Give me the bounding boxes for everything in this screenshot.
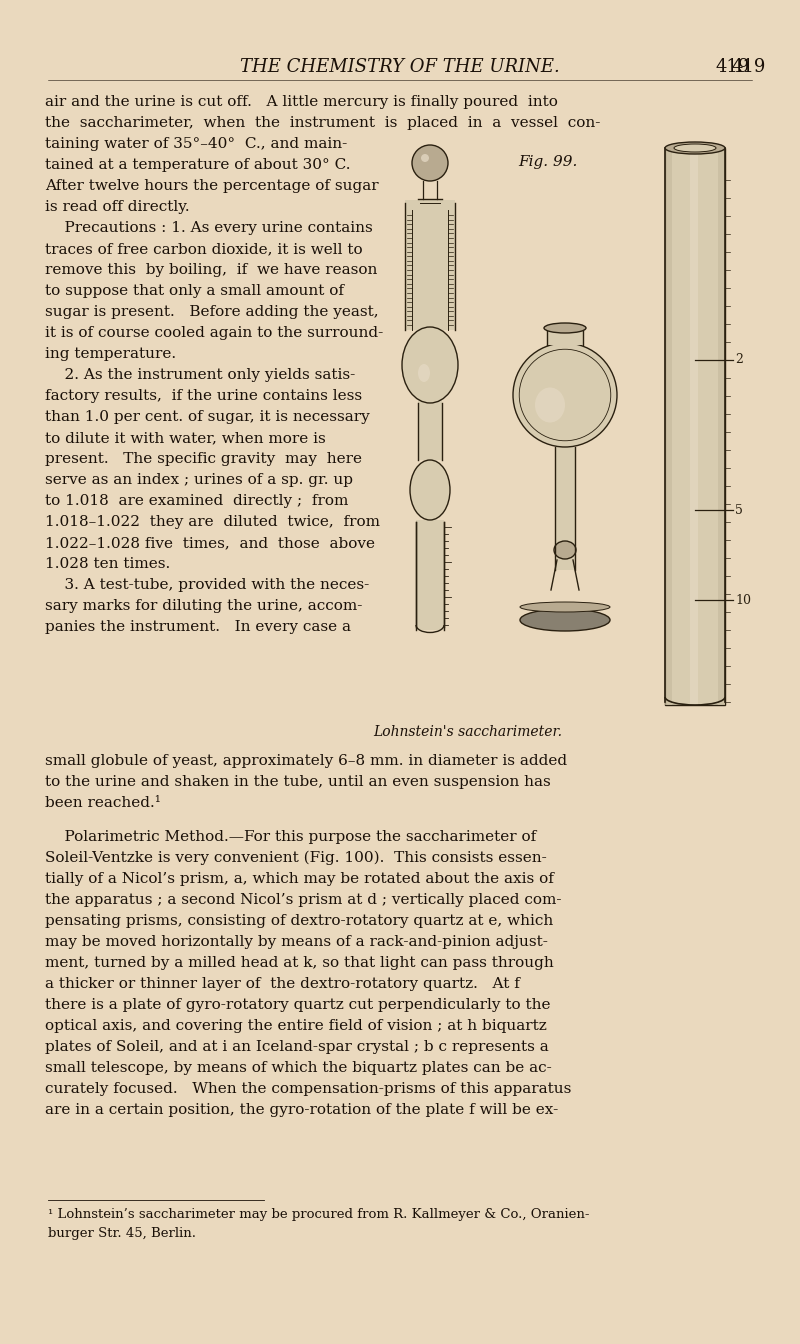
- Bar: [555, 448, 575, 570]
- Text: there is a plate of gyro-rotatory quartz cut perpendicularly to the: there is a plate of gyro-rotatory quartz…: [45, 997, 550, 1012]
- Bar: [665, 148, 672, 706]
- Text: remove this  by boiling,  if  we have reason: remove this by boiling, if we have reaso…: [45, 263, 378, 277]
- Text: the  saccharimeter,  when  the  instrument  is  placed  in  a  vessel  con-: the saccharimeter, when the instrument i…: [45, 116, 600, 130]
- Bar: [690, 148, 698, 706]
- Text: After twelve hours the percentage of sugar: After twelve hours the percentage of sug…: [45, 179, 378, 194]
- Text: than 1.0 per cent. of sugar, it is necessary: than 1.0 per cent. of sugar, it is neces…: [45, 410, 370, 423]
- Text: tially of a Nicol’s prism, a, which may be rotated about the axis of: tially of a Nicol’s prism, a, which may …: [45, 872, 554, 886]
- Text: present.   The specific gravity  may  here: present. The specific gravity may here: [45, 452, 362, 466]
- Text: 419: 419: [731, 58, 766, 77]
- Text: air and the urine is cut off.   A little mercury is finally poured  into: air and the urine is cut off. A little m…: [45, 95, 558, 109]
- Text: may be moved horizontally by means of a rack-and-pinion adjust-: may be moved horizontally by means of a …: [45, 934, 548, 949]
- Text: ¹ Lohnstein’s saccharimeter may be procured from R. Kallmeyer & Co., Oranien-: ¹ Lohnstein’s saccharimeter may be procu…: [48, 1208, 590, 1220]
- Text: plates of Soleil, and at i an Iceland-spar crystal ; b c represents a: plates of Soleil, and at i an Iceland-sp…: [45, 1040, 549, 1054]
- Ellipse shape: [421, 155, 429, 163]
- Ellipse shape: [520, 609, 610, 630]
- Text: serve as an index ; urines of a sp. gr. up: serve as an index ; urines of a sp. gr. …: [45, 473, 353, 487]
- Text: 1.028 ten times.: 1.028 ten times.: [45, 556, 170, 571]
- Text: to dilute it with water, when more is: to dilute it with water, when more is: [45, 431, 326, 445]
- Text: 1.022–1.028 five  times,  and  those  above: 1.022–1.028 five times, and those above: [45, 536, 375, 550]
- Text: taining water of 35°–40°  C., and main-: taining water of 35°–40° C., and main-: [45, 137, 347, 151]
- Ellipse shape: [513, 343, 617, 448]
- Ellipse shape: [410, 460, 450, 520]
- Bar: [405, 200, 455, 331]
- Text: burger Str. 45, Berlin.: burger Str. 45, Berlin.: [48, 1227, 196, 1239]
- Text: it is of course cooled again to the surround-: it is of course cooled again to the surr…: [45, 327, 383, 340]
- Text: Lohnstein's saccharimeter.: Lohnstein's saccharimeter.: [374, 724, 562, 739]
- Bar: [418, 401, 442, 460]
- Text: 419: 419: [715, 58, 750, 77]
- Text: 10: 10: [735, 594, 751, 606]
- Text: small globule of yeast, approximately 6–8 mm. in diameter is added: small globule of yeast, approximately 6–…: [45, 754, 567, 767]
- Text: ing temperature.: ing temperature.: [45, 347, 176, 362]
- Text: to suppose that only a small amount of: to suppose that only a small amount of: [45, 284, 344, 298]
- Text: been reached.¹: been reached.¹: [45, 796, 161, 810]
- Text: small telescope, by means of which the biquartz plates can be ac-: small telescope, by means of which the b…: [45, 1060, 552, 1075]
- Text: Precautions : 1. As every urine contains: Precautions : 1. As every urine contains: [45, 220, 373, 235]
- Ellipse shape: [520, 602, 610, 612]
- Text: tained at a temperature of about 30° C.: tained at a temperature of about 30° C.: [45, 159, 350, 172]
- Text: are in a certain position, the gyro-rotation of the plate f will be ex-: are in a certain position, the gyro-rota…: [45, 1102, 558, 1117]
- Text: a thicker or thinner layer of  the dextro-rotatory quartz.   At f: a thicker or thinner layer of the dextro…: [45, 977, 520, 991]
- Text: the apparatus ; a second Nicol’s prism at d ; vertically placed com-: the apparatus ; a second Nicol’s prism a…: [45, 892, 562, 907]
- Text: is read off directly.: is read off directly.: [45, 200, 190, 214]
- Bar: [665, 148, 725, 706]
- Text: panies the instrument.   In every case a: panies the instrument. In every case a: [45, 620, 351, 634]
- Ellipse shape: [535, 387, 565, 422]
- Text: sary marks for diluting the urine, accom-: sary marks for diluting the urine, accom…: [45, 599, 362, 613]
- Text: factory results,  if the urine contains less: factory results, if the urine contains l…: [45, 388, 362, 403]
- Ellipse shape: [674, 144, 716, 152]
- Text: to the urine and shaken in the tube, until an even suspension has: to the urine and shaken in the tube, unt…: [45, 775, 550, 789]
- Text: Fig. 99.: Fig. 99.: [518, 155, 578, 169]
- Text: sugar is present.   Before adding the yeast,: sugar is present. Before adding the yeas…: [45, 305, 378, 319]
- Text: 2. As the instrument only yields satis-: 2. As the instrument only yields satis-: [45, 368, 355, 382]
- Bar: [547, 328, 583, 345]
- Bar: [416, 520, 444, 630]
- Text: ment, turned by a milled head at k, so that light can pass through: ment, turned by a milled head at k, so t…: [45, 956, 554, 969]
- Text: Soleil-Ventzke is very convenient (Fig. 100).  This consists essen-: Soleil-Ventzke is very convenient (Fig. …: [45, 851, 546, 866]
- Text: optical axis, and covering the entire field of vision ; at h biquartz: optical axis, and covering the entire fi…: [45, 1019, 546, 1032]
- Text: 5: 5: [735, 504, 743, 516]
- Bar: [718, 148, 725, 706]
- Text: curately focused.   When the compensation-prisms of this apparatus: curately focused. When the compensation-…: [45, 1082, 571, 1095]
- Text: THE CHEMISTRY OF THE URINE.: THE CHEMISTRY OF THE URINE.: [240, 58, 560, 77]
- Ellipse shape: [665, 142, 725, 155]
- Ellipse shape: [412, 145, 448, 181]
- Ellipse shape: [554, 542, 576, 559]
- Text: 2: 2: [735, 353, 743, 367]
- Text: pensating prisms, consisting of dextro-rotatory quartz at e, which: pensating prisms, consisting of dextro-r…: [45, 914, 554, 927]
- Text: 3. A test-tube, provided with the neces-: 3. A test-tube, provided with the neces-: [45, 578, 370, 591]
- Text: Polarimetric Method.—For this purpose the saccharimeter of: Polarimetric Method.—For this purpose th…: [45, 829, 536, 844]
- Ellipse shape: [418, 364, 430, 382]
- Text: traces of free carbon dioxide, it is well to: traces of free carbon dioxide, it is wel…: [45, 242, 362, 255]
- Ellipse shape: [402, 327, 458, 403]
- Ellipse shape: [544, 323, 586, 333]
- Text: 1.018–1.022  they are  diluted  twice,  from: 1.018–1.022 they are diluted twice, from: [45, 515, 380, 530]
- Text: to 1.018  are examined  directly ;  from: to 1.018 are examined directly ; from: [45, 495, 348, 508]
